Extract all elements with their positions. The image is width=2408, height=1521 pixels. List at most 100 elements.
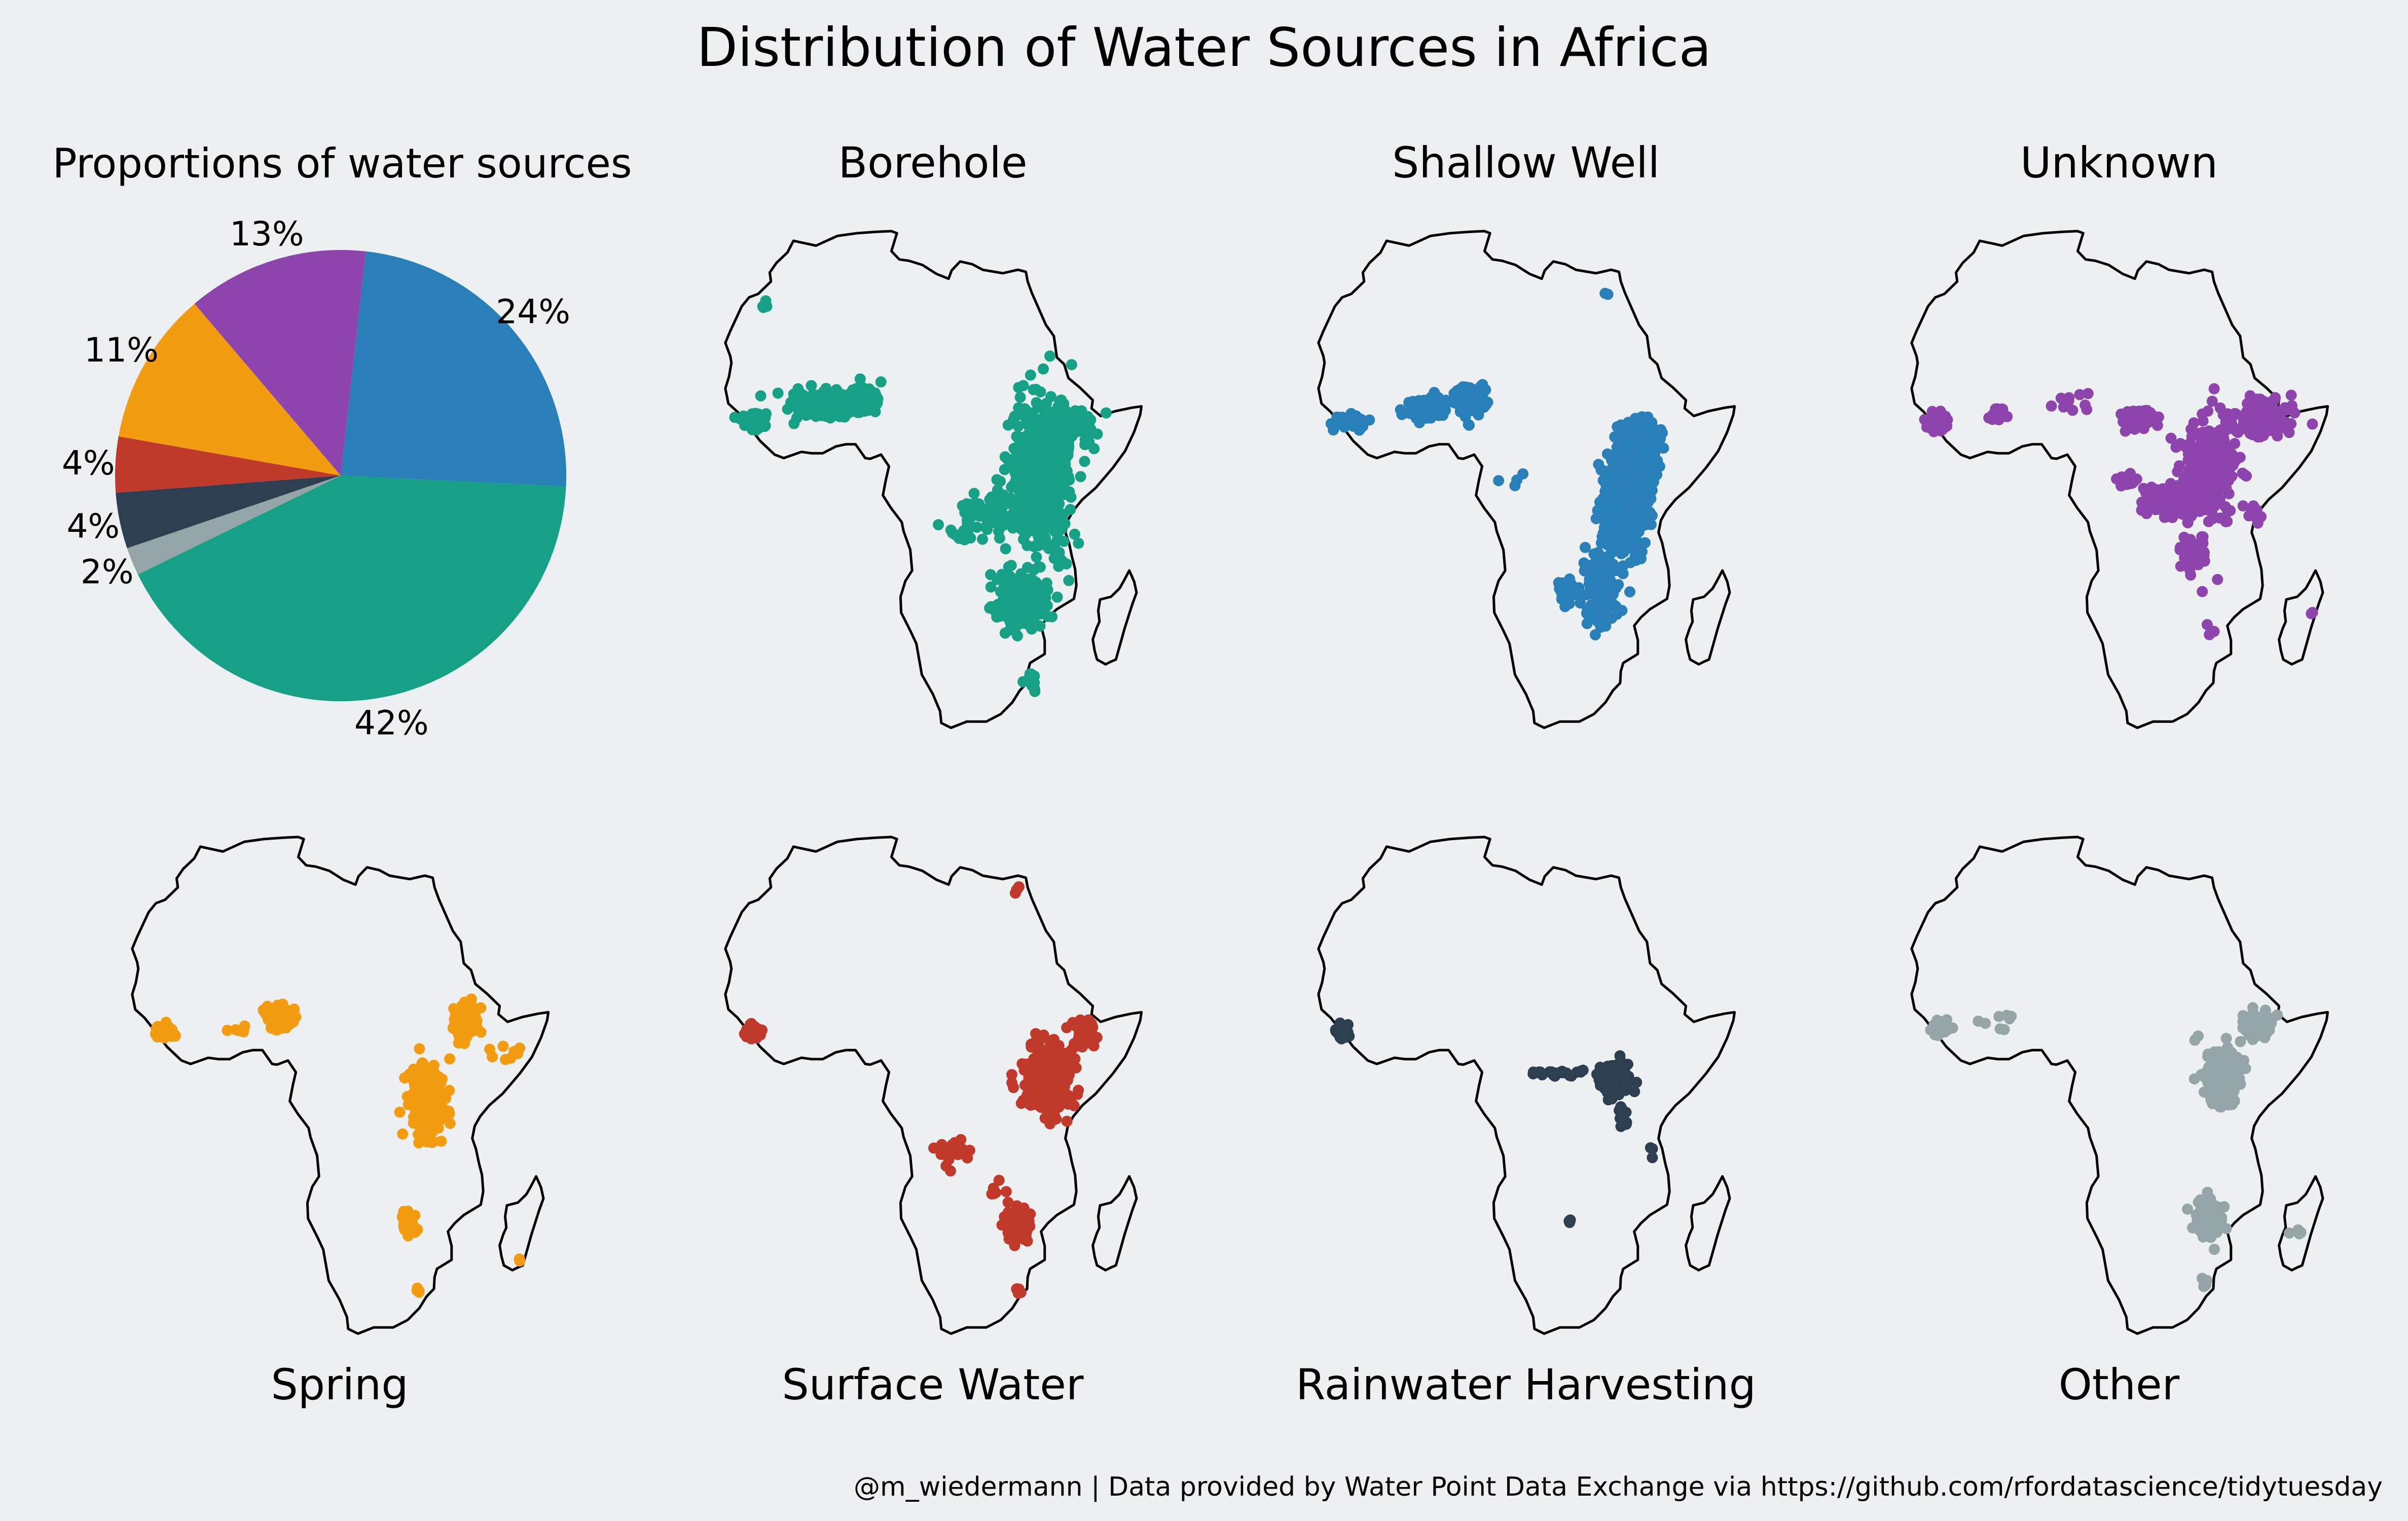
water-point xyxy=(2046,400,2057,412)
water-point xyxy=(1628,544,1639,555)
water-point xyxy=(2118,416,2129,427)
map-title: Shallow Well xyxy=(1392,138,1660,188)
water-point xyxy=(1617,527,1629,539)
water-point xyxy=(1043,1052,1054,1063)
water-point xyxy=(1553,577,1564,589)
water-point xyxy=(1035,386,1046,397)
water-point xyxy=(1421,408,1433,419)
water-point xyxy=(1411,407,1423,418)
water-point xyxy=(1019,403,1031,415)
water-point xyxy=(1091,428,1103,440)
water-point xyxy=(2280,418,2291,429)
water-point xyxy=(1559,601,1571,612)
water-point xyxy=(1947,1022,1958,1034)
figure-title: Distribution of Water Sources in Africa xyxy=(697,17,1711,79)
water-point xyxy=(497,1040,509,1052)
water-point xyxy=(867,387,879,399)
water-point xyxy=(413,1073,424,1084)
water-point xyxy=(1026,623,1037,635)
water-point xyxy=(1597,600,1609,612)
water-point xyxy=(2200,1070,2212,1081)
water-point xyxy=(1052,532,1064,544)
water-point xyxy=(761,301,773,312)
water-point xyxy=(729,412,741,423)
water-point xyxy=(2205,625,2217,637)
water-point xyxy=(782,404,793,415)
water-point xyxy=(1615,537,1627,549)
water-point xyxy=(1599,1079,1610,1091)
water-point xyxy=(1009,511,1021,522)
water-point xyxy=(853,389,865,401)
water-point xyxy=(427,1114,439,1126)
water-point xyxy=(437,1111,449,1123)
water-point xyxy=(2142,502,2154,514)
water-point xyxy=(2182,517,2194,529)
water-point xyxy=(933,519,944,530)
water-point xyxy=(1029,459,1040,470)
water-point xyxy=(394,1106,406,1118)
water-point xyxy=(2212,574,2223,585)
water-point xyxy=(2151,420,2163,431)
water-point xyxy=(997,489,1009,501)
water-point xyxy=(1033,515,1045,527)
water-point xyxy=(1606,1093,1618,1105)
water-point xyxy=(985,581,997,593)
water-point xyxy=(1414,417,1425,428)
pie-slice-borehole xyxy=(138,476,566,702)
water-point xyxy=(1595,464,1607,476)
water-point xyxy=(408,1117,419,1129)
water-point xyxy=(1056,1064,1068,1076)
water-point xyxy=(1063,575,1075,586)
water-point xyxy=(1646,434,1658,446)
water-point xyxy=(487,1051,498,1063)
water-point xyxy=(419,1128,431,1139)
water-point xyxy=(984,494,996,505)
water-point xyxy=(2222,448,2234,459)
pie-label: 13% xyxy=(230,214,304,254)
water-point xyxy=(1036,506,1047,518)
water-point xyxy=(262,1000,273,1012)
water-point xyxy=(958,525,970,536)
map-title: Other xyxy=(2059,1360,2180,1409)
water-point xyxy=(508,1045,520,1057)
water-point xyxy=(1602,288,1614,300)
water-point xyxy=(1011,884,1023,896)
water-point xyxy=(1931,1022,1943,1034)
water-point xyxy=(999,451,1011,463)
water-point xyxy=(1052,426,1064,437)
water-point xyxy=(397,1128,409,1140)
water-point xyxy=(827,403,838,414)
water-point xyxy=(1001,589,1013,601)
water-point xyxy=(2157,483,2169,494)
water-point xyxy=(1455,404,1467,416)
water-point xyxy=(1018,465,1030,477)
map-title: Unknown xyxy=(2020,138,2218,188)
water-point xyxy=(2139,415,2151,426)
water-point xyxy=(450,1015,462,1027)
pie-slice-spring xyxy=(118,304,341,476)
water-point xyxy=(1075,1023,1086,1034)
water-point xyxy=(1012,1226,1024,1238)
water-point xyxy=(1030,414,1042,426)
water-point xyxy=(2223,488,2235,499)
water-point xyxy=(1061,1115,1073,1127)
water-point xyxy=(928,1142,939,1154)
water-point xyxy=(1015,1208,1027,1219)
water-point xyxy=(2307,418,2318,430)
water-point xyxy=(1002,1207,1014,1218)
water-point xyxy=(1069,528,1080,540)
water-point xyxy=(1041,522,1052,534)
water-point xyxy=(1031,551,1042,563)
water-point xyxy=(1051,591,1063,603)
water-point xyxy=(1009,1240,1020,1251)
water-point xyxy=(2269,404,2281,416)
water-point xyxy=(1601,448,1613,460)
water-point xyxy=(1609,471,1620,483)
water-point xyxy=(2209,1046,2220,1058)
pie-label: 2% xyxy=(81,552,134,591)
water-point xyxy=(2220,1066,2232,1078)
water-point xyxy=(1013,1287,1024,1298)
water-point xyxy=(1073,1084,1084,1096)
water-point xyxy=(1647,1143,1658,1154)
water-point xyxy=(1066,359,1077,371)
